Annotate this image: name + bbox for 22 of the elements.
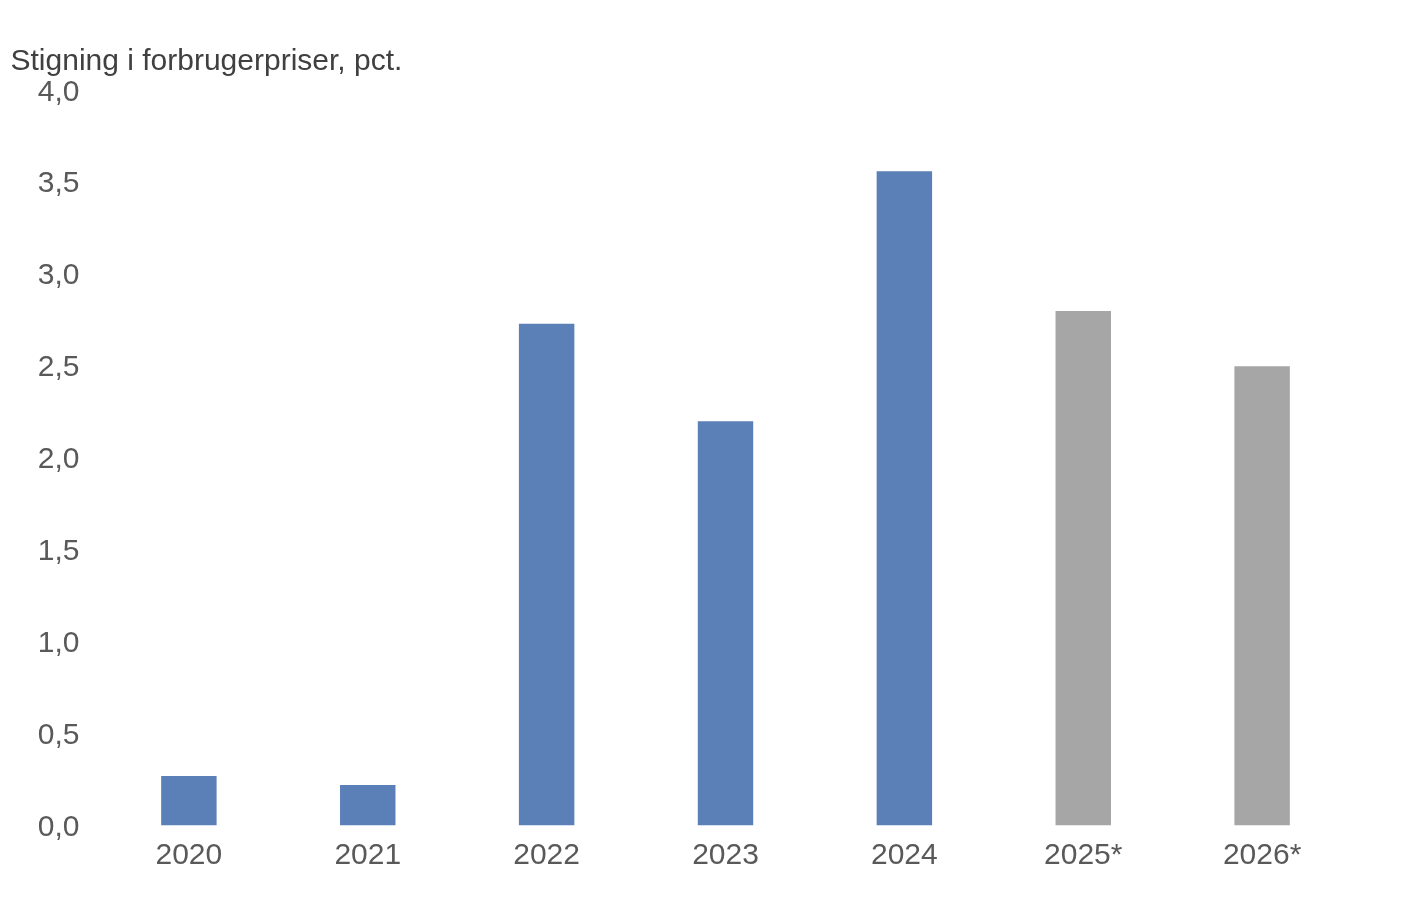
bar [697,421,754,826]
bar [1234,366,1290,826]
bar [161,775,217,826]
x-tick-label: 2026* [1222,836,1302,870]
y-tick-label: 3,5 [37,165,80,199]
y-tick-label: 1,5 [37,532,80,566]
x-tick-label: 2024 [871,836,938,870]
y-tick-label: 1,0 [37,624,80,658]
bar [518,323,575,826]
x-tick-label: 2023 [692,836,759,870]
x-tick-label: 2020 [155,836,223,870]
y-tick-label: 2,5 [37,349,80,383]
bar [876,171,933,826]
x-tick-label: 2021 [334,836,402,870]
x-tick-label: 2022 [513,836,581,870]
y-tick-label: 3,0 [37,257,80,291]
y-tick-label: 2,0 [37,441,80,474]
bar [1055,311,1111,826]
y-tick-label: 0,5 [37,716,80,750]
y-tick-label: 0,0 [37,808,80,842]
bar [340,785,396,826]
x-tick-label: 2025* [1044,836,1123,870]
